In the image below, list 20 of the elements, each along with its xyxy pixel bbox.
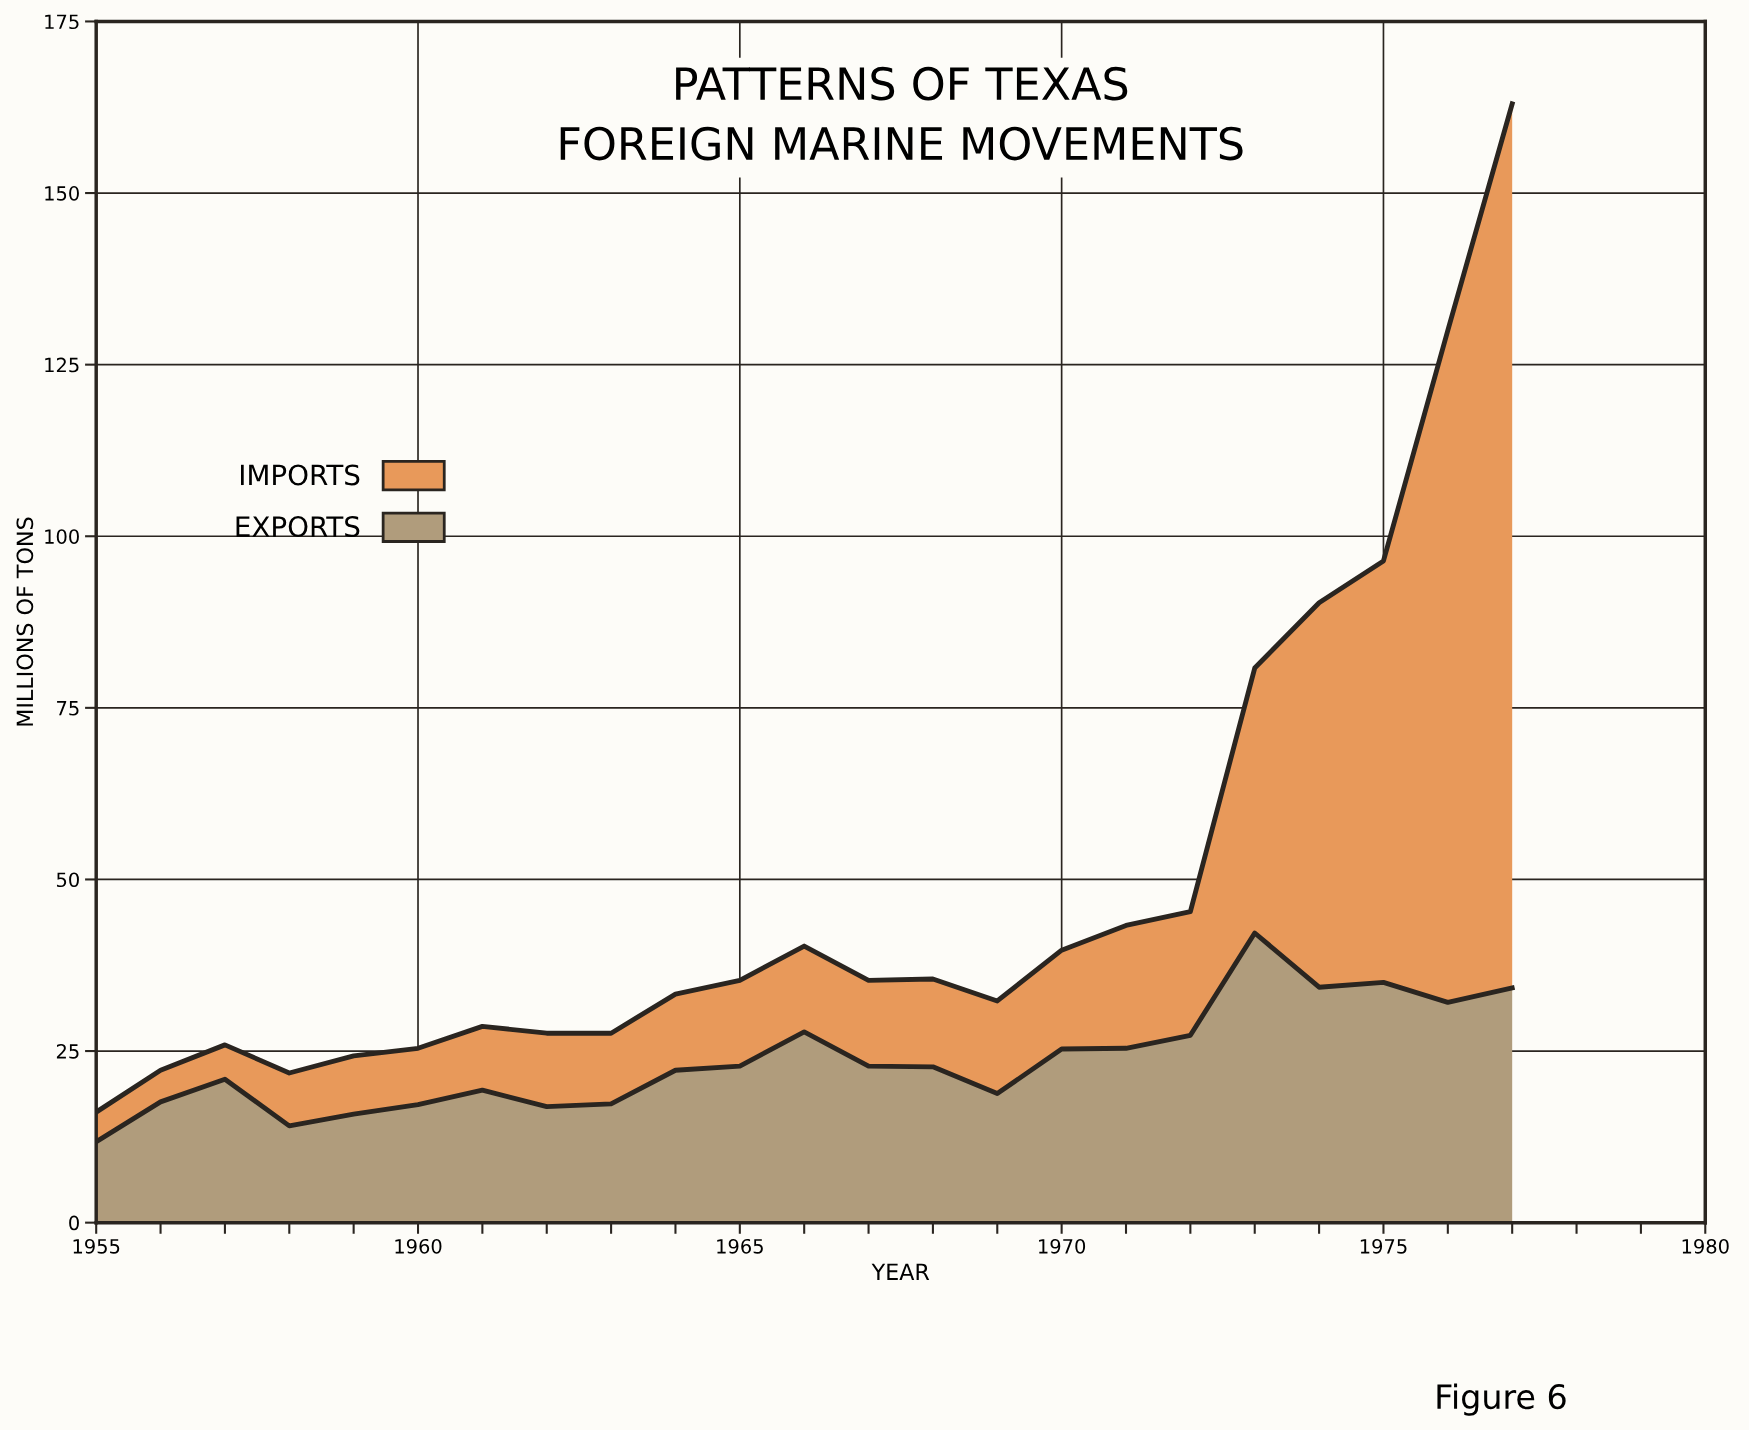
y-tick-label: 150 — [45, 186, 79, 201]
text: PATTERNS OF TEXAS FOREIGN MARINE MOVEMENTS — [560, 66, 1243, 161]
y-tick-label: 125 — [45, 357, 79, 373]
y-tick-label: 100 — [45, 529, 79, 544]
y-tick-label: 0 — [69, 1215, 79, 1231]
x-axis-title: YEAR — [871, 1263, 930, 1280]
legend-label: EXPORTS — [236, 516, 360, 538]
legend-label: IMPORTS — [240, 464, 360, 486]
x-tick-label: 1975 — [1360, 1238, 1407, 1254]
x-tick-label: 1980 — [1682, 1238, 1729, 1254]
x-tick-label: 1965 — [717, 1238, 763, 1254]
caption: Figure 6 — [1437, 1383, 1566, 1416]
y-tick-label: 175 — [45, 14, 79, 30]
x-tick-label: 1970 — [1039, 1238, 1086, 1254]
y-tick-label: 50 — [56, 872, 79, 888]
x-tick-label: 1955 — [73, 1238, 120, 1254]
y-tick-label: 75 — [57, 701, 79, 716]
y-axis-title: MILLIONS OF TONS — [16, 517, 34, 726]
y-tick-label: 25 — [56, 1044, 79, 1059]
x-tick-label: 1960 — [395, 1238, 442, 1254]
